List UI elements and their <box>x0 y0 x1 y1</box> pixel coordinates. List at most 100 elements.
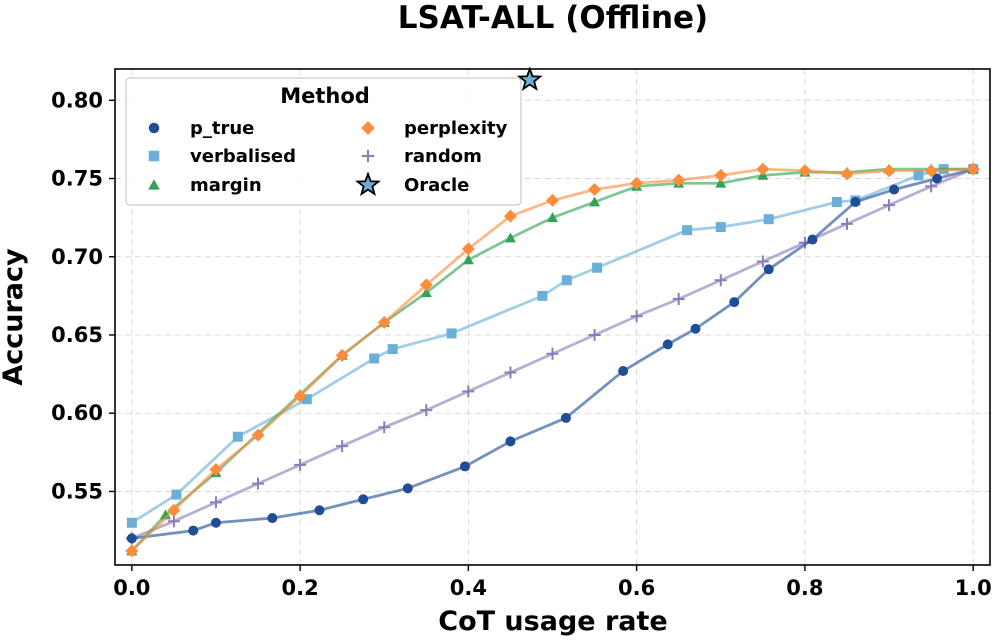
data-point <box>931 173 942 184</box>
data-point <box>546 193 559 207</box>
legend-marker <box>148 150 160 162</box>
data-point <box>672 173 686 187</box>
data-point <box>516 66 543 91</box>
y-axis-label: Accuracy <box>0 248 29 386</box>
legend-item-perplexity: perplexity <box>361 118 508 139</box>
data-point <box>831 196 842 207</box>
legend-marker <box>361 121 375 135</box>
series-p-true <box>126 164 979 544</box>
x-tick-label: 0.0 <box>113 576 150 600</box>
data-point <box>462 254 474 265</box>
data-point <box>840 217 853 230</box>
series-perplexity <box>125 162 980 558</box>
legend-title: Method <box>280 84 370 108</box>
chart-title: LSAT-ALL (Offline) <box>398 0 708 36</box>
series-oracle <box>516 66 543 91</box>
x-tick-label: 1.0 <box>955 576 992 600</box>
data-point <box>763 214 774 225</box>
x-axis-label: CoT usage rate <box>438 606 668 637</box>
data-point <box>446 328 457 339</box>
data-point <box>419 278 433 292</box>
data-point <box>294 458 307 471</box>
data-point <box>420 404 433 417</box>
x-tick-label: 0.2 <box>281 576 318 600</box>
legend-item-random: random <box>361 146 482 167</box>
x-tick-label: 0.8 <box>786 576 823 600</box>
data-point <box>167 503 181 517</box>
data-point <box>126 517 137 528</box>
data-point <box>913 170 924 181</box>
data-point <box>336 440 349 453</box>
data-point <box>314 505 325 516</box>
data-point <box>840 167 854 181</box>
legend-label: p_true <box>190 118 254 139</box>
data-point <box>889 184 900 195</box>
legend-marker <box>148 179 160 190</box>
data-point <box>592 262 603 273</box>
data-point <box>714 274 727 287</box>
data-point <box>210 517 221 528</box>
series-line <box>131 167 974 540</box>
x-tick-label: 0.4 <box>450 576 487 600</box>
data-point <box>209 496 222 509</box>
legend-label: verbalised <box>190 146 296 167</box>
y-tick-label: 0.55 <box>51 479 103 503</box>
series-line <box>131 167 974 524</box>
legend-marker <box>355 171 381 196</box>
data-point <box>461 242 475 256</box>
data-point <box>883 199 896 212</box>
y-tick-label: 0.80 <box>51 88 103 112</box>
data-point <box>209 463 223 477</box>
data-point <box>560 412 571 423</box>
x-tick-label: 0.6 <box>618 576 655 600</box>
data-point <box>682 225 693 236</box>
legend-item-p-true: p_true <box>148 118 254 139</box>
data-point <box>662 339 673 350</box>
data-point <box>188 525 199 536</box>
data-point <box>537 290 548 301</box>
legend-marker <box>361 149 375 163</box>
data-point <box>756 255 769 268</box>
data-point <box>715 222 726 233</box>
data-point <box>462 385 475 398</box>
y-tick-label: 0.70 <box>51 245 103 269</box>
legend-label: Oracle <box>404 175 469 196</box>
data-point <box>850 196 861 207</box>
data-point <box>966 162 980 176</box>
data-point <box>377 315 391 329</box>
data-point <box>420 287 432 298</box>
legend-label: random <box>404 146 482 167</box>
data-point <box>546 347 559 360</box>
legend-label: margin <box>190 175 262 196</box>
data-point <box>167 515 180 528</box>
legend-item-oracle: Oracle <box>355 171 469 196</box>
data-point <box>267 513 278 524</box>
data-point <box>402 483 413 494</box>
data-point <box>252 477 265 490</box>
data-point <box>505 436 516 447</box>
data-point <box>561 275 572 286</box>
y-tick-label: 0.60 <box>51 401 103 425</box>
legend-marker <box>148 122 160 134</box>
data-point <box>369 353 380 364</box>
data-point <box>630 310 643 323</box>
series-layer <box>125 66 980 558</box>
data-point <box>301 394 312 405</box>
data-point <box>715 177 727 188</box>
data-point <box>618 365 629 376</box>
data-point <box>924 164 938 178</box>
legend-item-verbalised: verbalised <box>148 146 296 167</box>
data-point <box>335 348 349 362</box>
ticks: 0.0 0.2 0.4 0.6 0.8 1.0 0.55 0.60 0.65 0.70 0.75 0.… <box>51 88 992 600</box>
data-point <box>460 461 470 472</box>
data-point <box>588 182 602 196</box>
data-point <box>378 421 391 434</box>
data-point <box>756 162 770 176</box>
data-point <box>504 366 517 379</box>
data-point <box>925 180 938 193</box>
data-point <box>882 164 896 178</box>
data-point <box>387 344 398 355</box>
y-tick-label: 0.65 <box>51 323 103 347</box>
legend: Method p_true verbalised margin perplexity ra… <box>125 77 522 206</box>
